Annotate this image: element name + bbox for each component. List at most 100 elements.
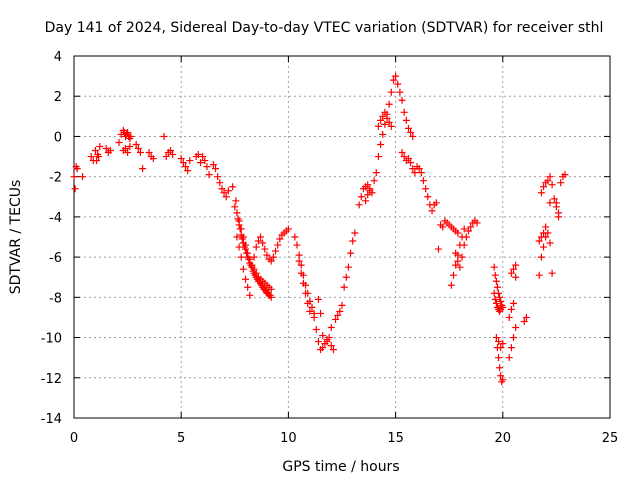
axis-ticks: 0 5 10 15 20 25 -14 -12 -10 -8 -6 -4 -2 0 2 4: [41, 50, 619, 446]
data-point: [106, 147, 114, 155]
data-point: [299, 279, 307, 287]
data-point: [252, 269, 260, 277]
data-point: [374, 122, 382, 130]
x-tick-label: 10: [280, 431, 297, 446]
data-point: [79, 173, 87, 181]
data-point: [415, 165, 423, 173]
x-axis-title: GPS time / hours: [282, 459, 399, 475]
data-point: [263, 251, 271, 259]
data-point: [428, 207, 436, 215]
data-point: [460, 241, 468, 249]
x-tick-label: 20: [495, 431, 512, 446]
data-point: [535, 271, 543, 279]
data-point: [314, 338, 322, 346]
data-point: [244, 249, 252, 257]
data-points: [70, 72, 569, 386]
data-point: [544, 177, 552, 185]
data-point: [392, 72, 400, 80]
data-point: [242, 275, 250, 283]
data-point: [491, 295, 499, 303]
gridlines: [74, 56, 610, 418]
data-point: [454, 229, 462, 237]
data-point: [452, 261, 460, 269]
data-point: [540, 229, 548, 237]
data-point: [497, 305, 505, 313]
data-point: [495, 354, 503, 362]
data-point: [295, 251, 303, 259]
data-point: [199, 153, 207, 161]
data-point: [269, 253, 277, 261]
data-point: [419, 177, 427, 185]
x-tick-label: 5: [177, 431, 185, 446]
data-point: [555, 209, 563, 217]
y-tick-label: -2: [49, 171, 62, 186]
data-point: [402, 116, 410, 124]
data-point: [115, 138, 123, 146]
data-point: [91, 147, 99, 155]
data-point: [231, 203, 239, 211]
data-point: [340, 283, 348, 291]
data-point: [267, 257, 275, 265]
data-point: [490, 289, 498, 297]
data-point: [209, 161, 217, 169]
y-tick-label: -12: [41, 372, 62, 387]
data-point: [377, 140, 385, 148]
data-point: [540, 183, 548, 191]
data-point: [224, 187, 232, 195]
data-point: [561, 171, 569, 179]
data-point: [496, 364, 504, 372]
data-point: [510, 299, 518, 307]
y-axis-title: SDTVAR / TECUs: [8, 180, 24, 295]
data-point: [458, 253, 466, 261]
data-point: [319, 344, 327, 352]
data-point: [546, 173, 554, 181]
data-point: [548, 181, 556, 189]
data-point: [492, 299, 500, 307]
data-point: [284, 225, 292, 233]
data-point: [220, 189, 228, 197]
data-point: [383, 114, 391, 122]
data-point: [250, 265, 258, 273]
plot-frame: [73, 55, 611, 419]
data-point: [267, 293, 275, 301]
data-point: [546, 199, 554, 207]
data-point: [505, 313, 513, 321]
data-point: [179, 159, 187, 167]
data-point: [387, 88, 395, 96]
data-point: [166, 147, 174, 155]
data-point: [417, 169, 425, 177]
data-point: [520, 317, 528, 325]
data-point: [233, 209, 241, 217]
data-point: [404, 124, 412, 132]
data-point: [512, 273, 520, 281]
data-point: [398, 96, 406, 104]
data-point: [332, 315, 340, 323]
data-point: [394, 80, 402, 88]
data-point: [460, 225, 468, 233]
data-point: [160, 132, 168, 140]
data-point: [409, 165, 417, 173]
data-point: [95, 153, 103, 161]
data-point: [338, 301, 346, 309]
data-point: [499, 340, 507, 348]
data-point: [398, 149, 406, 157]
data-point: [540, 243, 548, 251]
data-point: [548, 269, 556, 277]
data-point: [235, 243, 243, 251]
data-point: [261, 245, 269, 253]
data-point: [237, 225, 245, 233]
data-point: [507, 305, 515, 313]
data-point: [93, 157, 101, 165]
data-point: [203, 163, 211, 171]
data-point: [149, 155, 157, 163]
data-point: [239, 265, 247, 273]
data-point: [124, 128, 132, 136]
data-point: [212, 165, 220, 173]
data-point: [351, 229, 359, 237]
data-point: [381, 120, 389, 128]
data-point: [87, 153, 95, 161]
data-point: [327, 324, 335, 331]
data-point: [497, 297, 505, 305]
data-point: [201, 157, 209, 165]
data-point: [306, 307, 314, 315]
